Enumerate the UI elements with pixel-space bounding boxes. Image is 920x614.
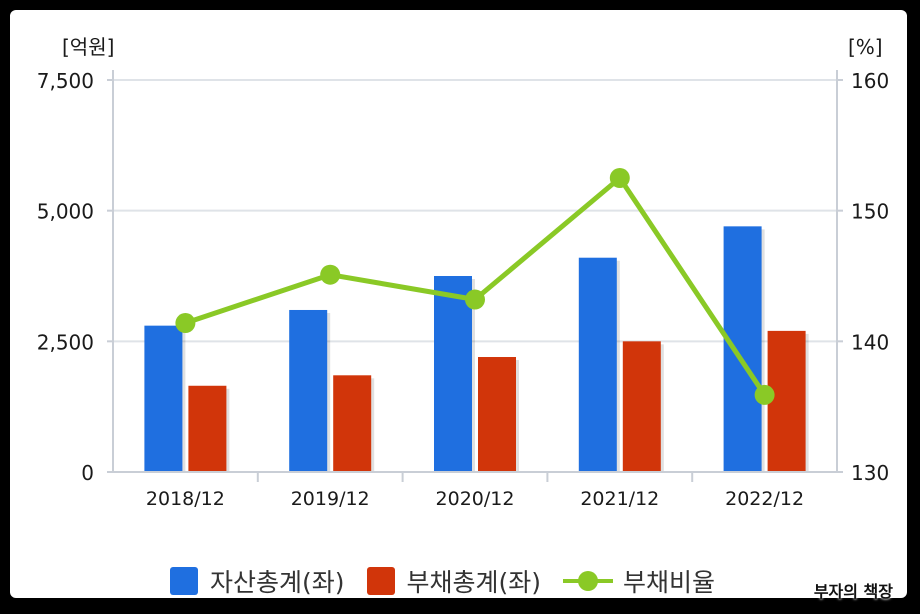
bar-assets [144,325,183,472]
bar-liabilities [767,330,806,472]
legend-item: 부채비율 [563,563,715,599]
right-tick-label: 130 [851,461,889,485]
legend-label: 부채비율 [623,568,716,597]
x-tick-label: 2022/12 [725,488,804,510]
right-axis-unit: [%] [848,35,883,59]
right-tick-label: 140 [851,330,889,354]
bar-liabilities [188,385,227,472]
right-tick-label: 150 [851,200,889,224]
left-tick-label: 7,500 [37,69,94,93]
bar-assets [289,309,328,472]
x-tick-label: 2018/12 [146,488,225,510]
watermark: 부자의 책장 [813,582,893,601]
x-tick-label: 2019/12 [291,488,370,510]
legend: 자산총계(좌) 부채총계(좌) 부채비율 [170,563,737,599]
x-tick-label: 2020/12 [436,488,515,510]
bar-assets [434,276,472,472]
bar-liabilities [333,375,372,472]
legend-swatch [170,567,198,595]
legend-label: 자산총계(좌) [210,568,345,597]
bar-assets [723,226,762,472]
bar-assets [578,257,617,472]
left-tick-label: 2,500 [37,330,94,354]
debt-ratio-point [320,264,341,285]
left-tick-label: 0 [81,461,94,485]
legend-line-marker [563,567,614,595]
debt-ratio-point [465,289,485,310]
x-tick-label: 2021/12 [580,488,659,510]
debt-ratio-point [754,384,775,405]
left-tick-label: 5,000 [37,200,94,224]
legend-label: 부채총계(좌) [406,568,542,597]
bar-liabilities [622,341,661,472]
right-tick-label: 160 [851,69,889,93]
bar-liabilities [478,357,516,472]
left-axis-unit: [억원] [62,35,114,59]
legend-item: 자산총계(좌) [170,563,345,599]
chart: 0 2,500 5,000 7,500 130 140 150 160 [억원] [%] 2018/… [37,35,889,510]
legend-swatch [366,567,395,595]
legend-item: 부채총계(좌) [366,563,542,599]
debt-ratio-point [175,313,196,334]
chart-frame: 0 2,500 5,000 7,500 130 140 150 160 [억원] [%] 2018/… [10,10,907,601]
debt-ratio-point [609,168,630,188]
